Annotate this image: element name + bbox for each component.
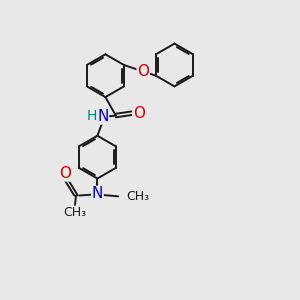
Text: CH₃: CH₃	[126, 190, 149, 203]
Text: O: O	[137, 64, 149, 79]
Text: O: O	[133, 106, 145, 121]
Text: H: H	[87, 110, 97, 123]
Text: CH₃: CH₃	[63, 206, 86, 219]
Text: O: O	[59, 166, 71, 181]
Text: N: N	[97, 109, 108, 124]
Text: N: N	[92, 187, 103, 202]
